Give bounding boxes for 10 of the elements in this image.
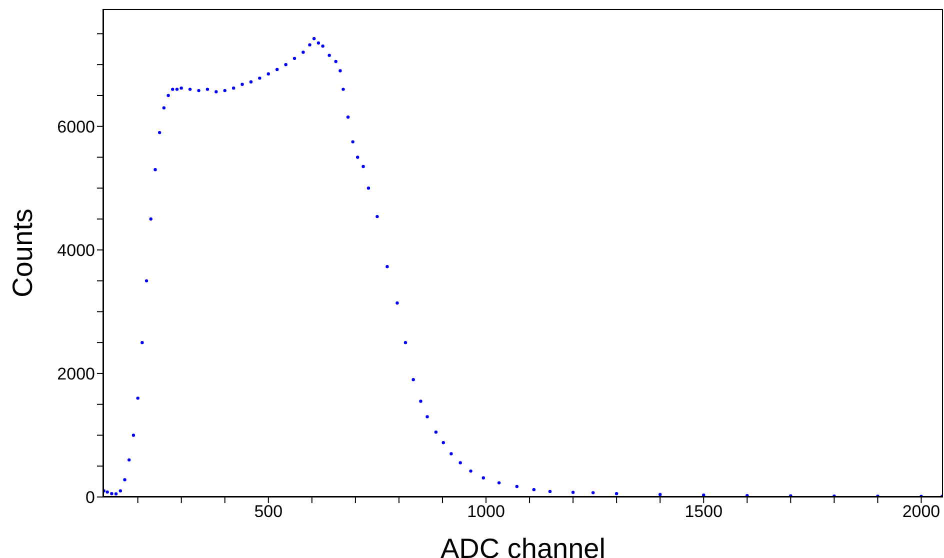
- x-axis-title: ADC channel: [440, 533, 606, 558]
- y-tick-label: 4000: [57, 240, 95, 260]
- x-tick-label: 1500: [684, 502, 723, 522]
- y-tick-label: 2000: [57, 364, 95, 384]
- x-tick-label: 500: [254, 502, 283, 522]
- x-tick-label: 2000: [902, 502, 940, 522]
- x-tick-label: 1000: [467, 502, 505, 522]
- y-tick-label: 0: [86, 488, 95, 508]
- y-tick-label: 6000: [57, 117, 95, 136]
- y-axis-title: Counts: [6, 208, 38, 298]
